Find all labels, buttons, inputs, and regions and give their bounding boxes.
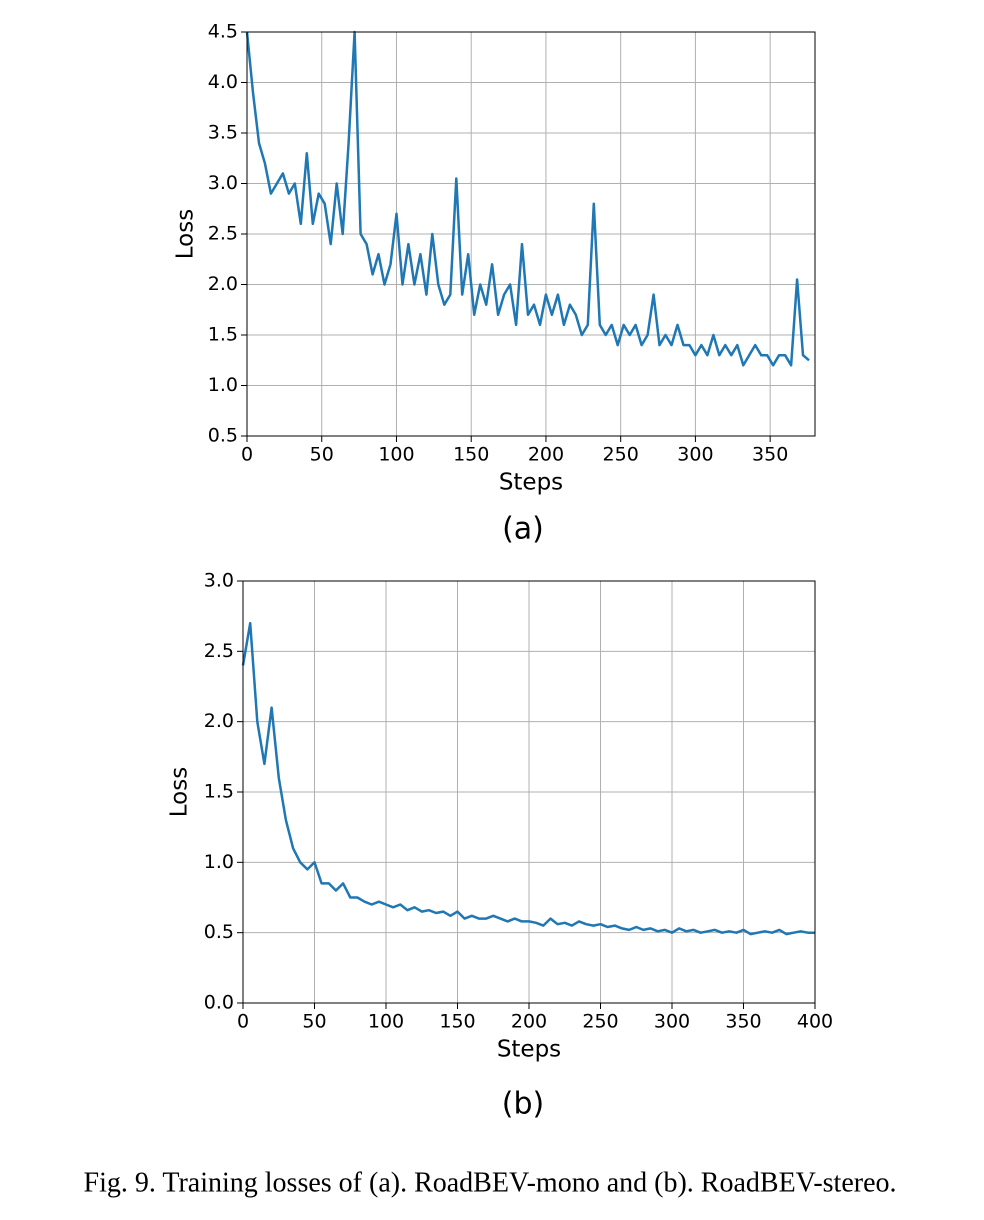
y-tick-label: 0.5 — [208, 425, 238, 447]
axes-frame — [246, 31, 816, 437]
x-axis-label: Steps — [497, 1037, 561, 1063]
y-tick-label: 0.0 — [204, 992, 234, 1014]
x-tick-label: 200 — [528, 444, 564, 466]
x-tick-label: 300 — [654, 1011, 690, 1033]
y-tick-label: 1.0 — [208, 374, 238, 396]
x-tick-label: 300 — [677, 444, 713, 466]
y-tick-label: 3.5 — [208, 122, 238, 144]
x-tick-label: 150 — [439, 1011, 475, 1033]
subfigure-label: (a) — [502, 512, 544, 547]
y-tick-label: 4.0 — [208, 71, 238, 93]
subfigure-label: (b) — [502, 1087, 544, 1122]
x-tick-label: 100 — [368, 1011, 404, 1033]
y-tick-label: 3.0 — [208, 172, 238, 194]
y-tick-label: 2.5 — [204, 640, 234, 662]
y-axis-label: Loss — [173, 209, 199, 259]
x-tick-label: 350 — [752, 444, 788, 466]
x-tick-label: 0 — [237, 1011, 249, 1033]
figure-caption: Fig. 9. Training losses of (a). RoadBEV-… — [84, 1167, 897, 1198]
x-tick-label: 200 — [511, 1011, 547, 1033]
x-tick-label: 250 — [582, 1011, 618, 1033]
y-tick-label: 2.5 — [208, 223, 238, 245]
x-tick-label: 50 — [302, 1011, 326, 1033]
loss-line — [245, 30, 810, 367]
axes-frame — [242, 580, 816, 1004]
x-tick-label: 50 — [310, 444, 334, 466]
x-tick-label: 400 — [797, 1011, 833, 1033]
x-tick-label: 250 — [603, 444, 639, 466]
y-tick-label: 0.5 — [204, 921, 234, 943]
y-tick-label: 2.0 — [208, 273, 238, 295]
y-tick-label: 1.5 — [208, 324, 238, 346]
y-tick-label: 4.5 — [208, 21, 238, 43]
x-axis-label: Steps — [499, 470, 563, 496]
y-tick-label: 1.0 — [204, 851, 234, 873]
x-tick-label: 0 — [241, 444, 253, 466]
loss-line — [241, 621, 815, 936]
x-tick-label: 150 — [453, 444, 489, 466]
x-tick-label: 100 — [378, 444, 414, 466]
y-tick-label: 2.0 — [204, 710, 234, 732]
y-axis-label: Loss — [167, 767, 193, 817]
y-tick-label: 1.5 — [204, 781, 234, 803]
y-tick-label: 3.0 — [204, 570, 234, 592]
x-tick-label: 350 — [725, 1011, 761, 1033]
